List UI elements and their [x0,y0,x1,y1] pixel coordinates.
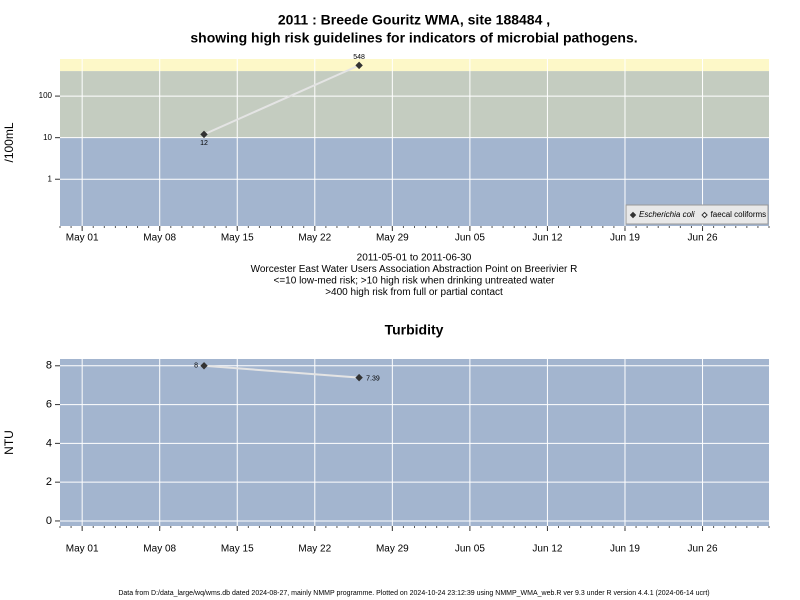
x-tick-label: Jun 26 [688,233,718,244]
y-tick-label: 2 [46,476,52,488]
x-tick-label: May 29 [376,544,409,555]
x-tick-label: May 22 [298,544,331,555]
risk-band [60,59,769,72]
footer: Data from D:/data_large/wq/wms.db dated … [118,590,709,597]
y-tick-label: 10 [43,133,52,142]
legend-label: faecal coliforms [711,210,767,219]
data-point [355,61,363,70]
y-tick-label: 8 [46,360,52,372]
note: >400 high risk from full or partial cont… [325,287,503,298]
data-point [355,373,363,382]
legend-box [625,204,769,225]
x-tick-label: May 08 [143,233,176,244]
y-tick-label: 100 [39,91,53,100]
data-point [200,362,208,370]
x-tick-label: Jun 19 [610,544,640,555]
legend-marker [629,211,637,219]
data-point [200,130,208,139]
y-tick-label: 1 [48,174,53,183]
x-tick-label: May 01 [66,233,99,244]
x-tick-label: Jun 05 [455,544,485,555]
x-tick-label: May 29 [376,233,409,244]
series-line [203,64,360,136]
x-tick-label: Jun 12 [532,233,562,244]
x-tick-label: Jun 19 [610,233,640,244]
y-tick-label: 0 [46,515,52,527]
x-tick-label: May 22 [298,233,331,244]
data-label: 7.39 [366,375,380,382]
x-tick-label: Jun 05 [455,233,485,244]
x-tick-label: May 15 [221,544,254,555]
y-axis-label: /100mL [2,122,16,162]
note: 2011-05-01 to 2011-06-30 [357,253,472,264]
chart-subtitle: showing high risk guidelines for indicat… [190,30,637,46]
legend-label: Escherichia coli [639,210,695,219]
x-tick-label: Jun 26 [688,544,718,555]
data-label: 8 [194,363,198,370]
data-label: 12 [200,140,208,147]
series-line [203,364,360,379]
x-tick-label: May 01 [66,544,99,555]
legend-marker [701,211,708,219]
note: Worcester East Water Users Association A… [251,264,578,275]
data-label: 548 [353,54,365,61]
y-axis-label: NTU [2,430,16,455]
chart-title: 2011 : Breede Gouritz WMA, site 188484 , [278,12,550,28]
note: <=10 low-med risk; >10 high risk when dr… [274,276,556,287]
y-tick-label: 6 [46,398,52,410]
risk-band [60,71,769,138]
x-tick-label: Jun 12 [532,544,562,555]
chart-title: Turbidity [385,322,444,338]
x-tick-label: May 08 [143,544,176,555]
plot-background [60,359,769,526]
x-tick-label: May 15 [221,233,254,244]
y-tick-label: 4 [46,437,52,449]
